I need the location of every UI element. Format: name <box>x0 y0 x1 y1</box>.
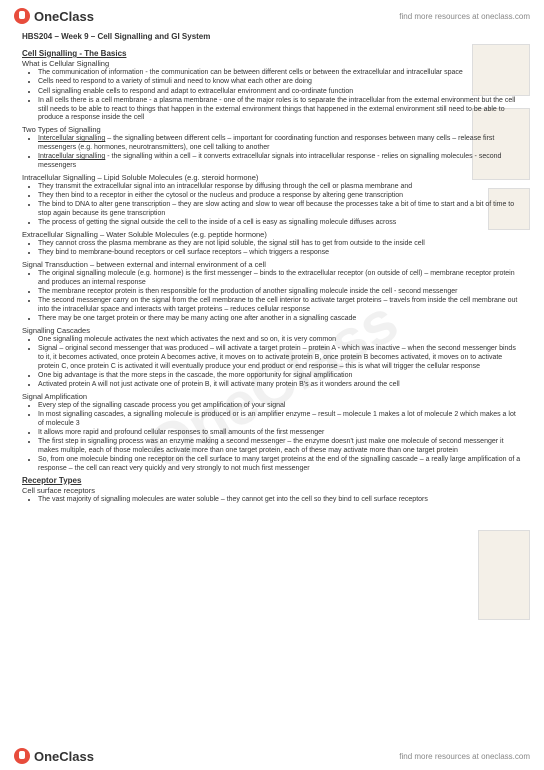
course-title: HBS204 – Week 9 – Cell Signalling and GI… <box>22 32 522 41</box>
document-body: HBS204 – Week 9 – Cell Signalling and GI… <box>0 28 544 513</box>
list-item: The second messenger carry on the signal… <box>38 297 522 315</box>
list-item: It allows more rapid and profound cellul… <box>38 429 522 438</box>
figure-thumbnail <box>478 530 530 620</box>
topic-heading: Extracellular Signalling – Water Soluble… <box>22 230 522 239</box>
list-item: They bind to membrane-bound receptors or… <box>38 249 522 258</box>
bullet-list: One signalling molecule activates the ne… <box>22 336 522 390</box>
bullet-list: They transmit the extracellular signal i… <box>22 183 522 228</box>
sub-heading: Cell surface receptors <box>22 486 522 495</box>
topic-heading: Two Types of Signalling <box>22 125 522 134</box>
list-item: The vast majority of signalling molecule… <box>38 496 522 505</box>
brand-name: OneClass <box>34 749 94 764</box>
list-item: So, from one molecule binding one recept… <box>38 456 522 474</box>
list-item: Every step of the signalling cascade pro… <box>38 402 522 411</box>
tagline: find more resources at oneclass.com <box>399 752 530 761</box>
list-item: They cannot cross the plasma membrane as… <box>38 240 522 249</box>
page-footer: OneClass find more resources at oneclass… <box>0 748 544 764</box>
list-item: There may be one target protein or there… <box>38 315 522 324</box>
sub-heading: What is Cellular Signalling <box>22 59 522 68</box>
bullet-list: The original signalling molecule (e.g. h… <box>22 270 522 324</box>
list-item: They transmit the extracellular signal i… <box>38 183 522 192</box>
bullet-list: Intercellular signalling – the signallin… <box>22 135 522 171</box>
list-item: In most signalling cascades, a signallin… <box>38 411 522 429</box>
list-item: In all cells there is a cell membrane - … <box>38 97 522 123</box>
bullet-list: The vast majority of signalling molecule… <box>22 496 522 505</box>
list-item: The communication of information - the c… <box>38 69 522 78</box>
list-item: The first step in signalling process was… <box>38 438 522 456</box>
bullet-list: They cannot cross the plasma membrane as… <box>22 240 522 258</box>
list-item: One signalling molecule activates the ne… <box>38 336 522 345</box>
term: Intercellular signalling <box>38 135 105 142</box>
list-item: Cell signalling enable cells to respond … <box>38 88 522 97</box>
logo-icon <box>14 748 30 764</box>
list-item: Activated protein A will not just activa… <box>38 381 522 390</box>
tagline: find more resources at oneclass.com <box>399 12 530 21</box>
topic-heading: Intracellular Signalling – Lipid Soluble… <box>22 173 522 182</box>
brand-logo[interactable]: OneClass <box>14 748 94 764</box>
list-item: One big advantage is that the more steps… <box>38 372 522 381</box>
brand-name: OneClass <box>34 9 94 24</box>
topic-heading: Signal Amplification <box>22 392 522 401</box>
bullet-list: Every step of the signalling cascade pro… <box>22 402 522 474</box>
list-item: Signal – original second messenger that … <box>38 345 522 371</box>
section-heading: Cell Signalling - The Basics <box>22 49 522 58</box>
list-item: Cells need to respond to a variety of st… <box>38 78 522 87</box>
logo-icon <box>14 8 30 24</box>
brand-logo[interactable]: OneClass <box>14 8 94 24</box>
list-item: The original signalling molecule (e.g. h… <box>38 270 522 288</box>
list-item: They then bind to a receptor in either t… <box>38 192 522 201</box>
bullet-list: The communication of information - the c… <box>22 69 522 123</box>
topic-heading: Signal Transduction – between external a… <box>22 260 522 269</box>
list-item: The bind to DNA to alter gene transcript… <box>38 201 522 219</box>
term-text: – the signalling between different cells… <box>38 135 494 151</box>
list-item: Intracellular signalling - the signallin… <box>38 153 522 171</box>
list-item: Intercellular signalling – the signallin… <box>38 135 522 153</box>
term-text: - the signalling within a cell – it conv… <box>38 153 501 169</box>
list-item: The membrane receptor protein is then re… <box>38 288 522 297</box>
section-heading: Receptor Types <box>22 476 522 485</box>
page-header: OneClass find more resources at oneclass… <box>0 0 544 28</box>
list-item: The process of getting the signal outsid… <box>38 219 522 228</box>
term: Intracellular signalling <box>38 153 105 160</box>
topic-heading: Signalling Cascades <box>22 326 522 335</box>
